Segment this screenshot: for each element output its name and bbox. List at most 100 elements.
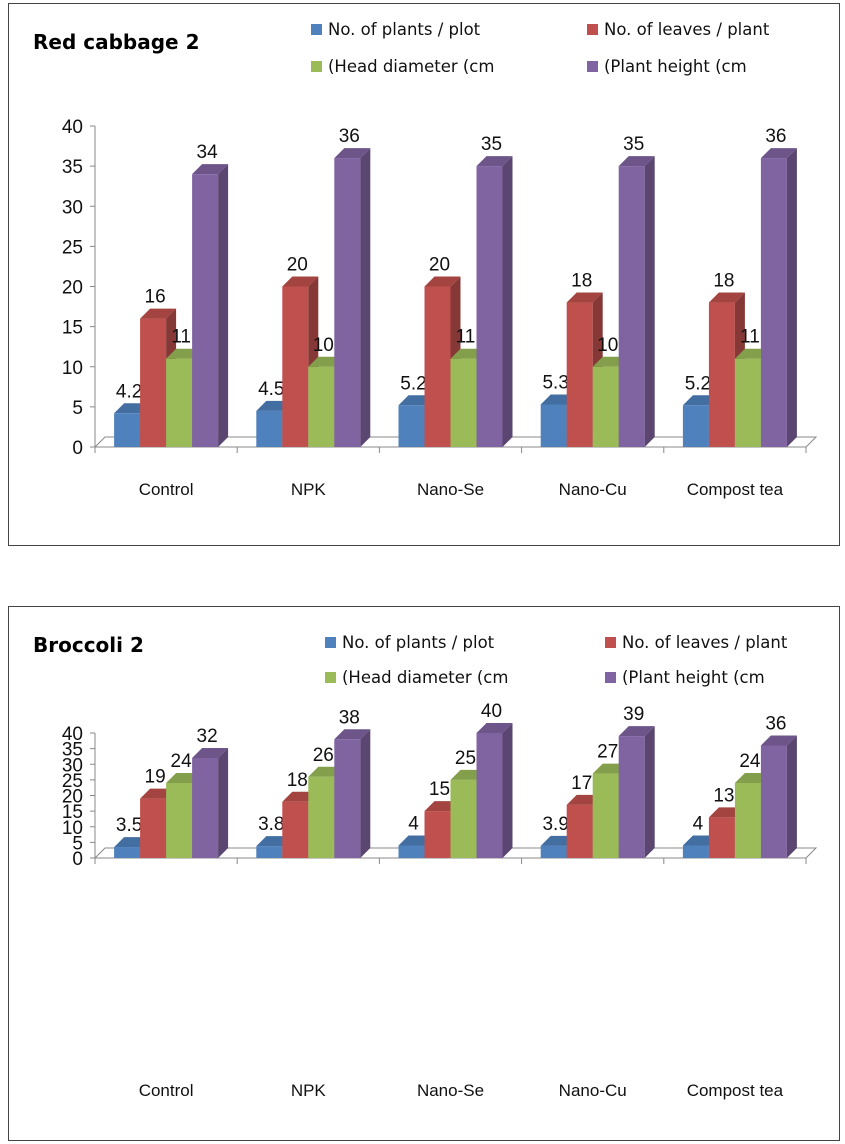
x-category-label: Nano-Cu <box>559 480 627 499</box>
bar-top <box>760 148 797 159</box>
bar-top <box>192 164 229 175</box>
data-label: 24 <box>171 751 193 772</box>
bar-front <box>592 773 619 858</box>
y-tick-label: 40 <box>62 724 83 745</box>
legend-item-leaves: No. of leaves / plant <box>605 633 787 652</box>
bar-front <box>682 845 709 858</box>
bar-front <box>450 358 477 447</box>
bar-top <box>476 723 513 733</box>
y-tick-label: 25 <box>62 771 83 792</box>
data-label: 5.2 <box>400 373 426 394</box>
legend-item-leaves: No. of leaves / plant <box>587 20 769 39</box>
data-label: 3.9 <box>542 814 568 835</box>
data-label: 5.2 <box>685 373 711 394</box>
legend-label-head-diameter: (Head diameter (cm <box>342 668 509 687</box>
x-category-label: Control <box>139 1081 194 1100</box>
legend-label-plant-height: (Plant height (cm <box>604 57 747 76</box>
bar-top <box>334 729 371 740</box>
data-label: 36 <box>339 126 360 147</box>
bar-top <box>618 726 655 737</box>
bar-top <box>424 276 461 287</box>
y-tick-label: 30 <box>62 755 83 776</box>
data-label: 40 <box>481 701 502 722</box>
bar-top <box>708 292 745 303</box>
x-category-label: Compost tea <box>687 480 784 499</box>
data-label: 36 <box>765 714 786 735</box>
bar-front <box>424 286 451 447</box>
legend-item-plants: No. of plants / plot <box>325 633 494 652</box>
legend-item-plant-height: (Plant height (cm <box>587 57 747 76</box>
y-tick-label: 10 <box>62 358 83 379</box>
data-label: 35 <box>623 134 644 155</box>
bar-front <box>476 733 503 858</box>
legend-swatch-head-diameter <box>311 61 322 72</box>
data-label: 35 <box>481 134 502 155</box>
legend-swatch-plants <box>325 637 336 648</box>
y-tick-label: 5 <box>72 398 83 419</box>
bar-front <box>566 804 593 858</box>
bar-top <box>140 308 177 319</box>
bar-side <box>218 748 229 858</box>
y-tick-label: 30 <box>62 197 83 218</box>
bar-top <box>334 148 371 159</box>
bar-front <box>592 366 619 447</box>
x-category-label: Control <box>139 480 194 499</box>
data-label: 39 <box>623 704 644 725</box>
data-label: 4 <box>693 814 704 835</box>
bar-top <box>192 748 229 758</box>
data-label: 20 <box>287 255 308 276</box>
legend-label-leaves: No. of leaves / plant <box>604 20 770 39</box>
data-label: 4 <box>408 814 419 835</box>
data-label: 38 <box>339 707 360 728</box>
legend-swatch-plant-height <box>587 61 598 72</box>
data-label: 32 <box>197 726 218 747</box>
bar-side <box>360 148 371 447</box>
bar-front <box>450 779 477 858</box>
legend-item-head-diameter: (Head diameter (cm <box>325 668 508 687</box>
y-tick-label: 25 <box>62 237 83 258</box>
y-tick-label: 0 <box>72 438 83 459</box>
bar-side <box>360 729 371 858</box>
legend-label-plants: No. of plants / plot <box>342 633 495 652</box>
bar-front <box>540 845 567 858</box>
data-label: 11 <box>456 327 476 348</box>
bar-side <box>786 148 797 447</box>
bar-top <box>566 292 603 303</box>
legend-item-plant-height: (Plant height (cm <box>605 668 765 687</box>
legend-item-plants: No. of plants / plot <box>311 20 480 39</box>
y-tick-label: 20 <box>62 278 83 299</box>
data-label: 4.2 <box>116 381 142 402</box>
data-label: 10 <box>597 335 618 356</box>
data-label: 10 <box>313 335 334 356</box>
bar-front <box>424 811 451 858</box>
data-label: 15 <box>429 779 450 800</box>
bar-front <box>140 798 167 858</box>
bar-front <box>618 166 645 447</box>
y-tick-label: 15 <box>62 802 83 823</box>
y-tick-label: 0 <box>72 849 83 870</box>
y-tick-label: 20 <box>62 787 83 808</box>
data-label: 19 <box>145 767 166 788</box>
bar-top <box>282 276 319 287</box>
bar-front <box>682 405 709 447</box>
bar-front <box>708 817 735 858</box>
x-category-label: Nano-Se <box>417 480 484 499</box>
legend-item-head-diameter: (Head diameter (cm <box>311 57 494 76</box>
y-tick-label: 15 <box>62 318 83 339</box>
data-label: 11 <box>171 327 191 348</box>
bar-front <box>114 413 141 447</box>
data-label: 16 <box>145 287 166 308</box>
bar-top <box>760 735 797 746</box>
bar-front <box>282 801 309 858</box>
bar-front <box>760 745 787 858</box>
chart-panel-red-cabbage: Red cabbage 2 No. of plants / plot No. o… <box>8 3 840 546</box>
data-label: 34 <box>197 142 219 163</box>
data-label: 4.5 <box>258 379 284 400</box>
bar-front <box>398 845 425 858</box>
y-tick-label: 40 <box>62 117 83 138</box>
data-label: 25 <box>455 748 476 769</box>
bar-front <box>256 410 283 447</box>
legend-swatch-leaves <box>587 24 598 35</box>
bar-front <box>618 736 645 858</box>
data-label: 13 <box>713 785 734 806</box>
